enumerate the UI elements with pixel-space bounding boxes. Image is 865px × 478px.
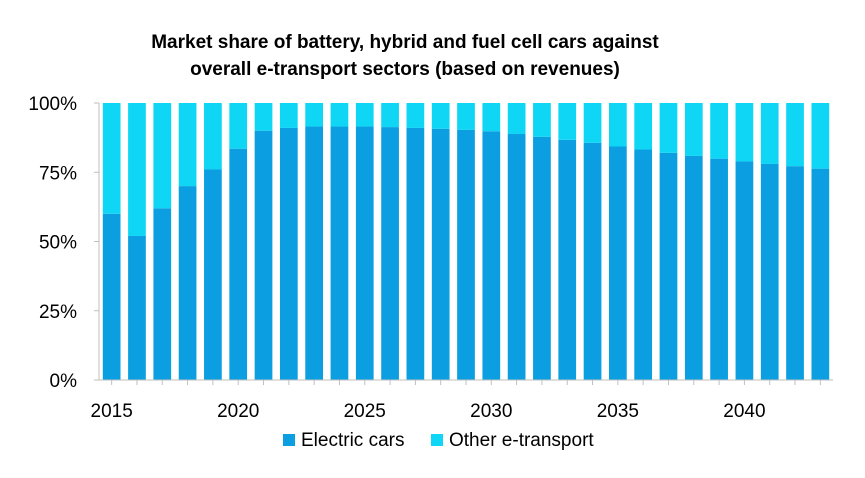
y-tick-label: 50% (39, 233, 77, 254)
bar-other-e-transport-2024 (330, 103, 349, 127)
bar-electric-cars-2016 (128, 235, 146, 380)
bar-other-e-transport-2030 (482, 103, 501, 132)
y-tick-label: 75% (39, 163, 77, 184)
x-axis: 2015 2020 2025 2030 2035 2040 (91, 379, 833, 422)
bar-other-e-transport-2026 (381, 103, 399, 128)
legend-label-electric-cars: Electric cars (301, 430, 404, 451)
bar-electric-cars-2030 (482, 131, 501, 380)
chart-title: Market share of battery, hybrid and fuel… (151, 32, 659, 80)
bar-other-e-transport-2039 (710, 103, 728, 159)
bar-electric-cars-2026 (381, 127, 399, 380)
chart-title-line-2: overall e-transport sectors (based on re… (190, 59, 620, 80)
legend-swatch-other-e-transport (431, 434, 443, 446)
bar-other-e-transport-2019 (204, 103, 222, 170)
bar-series-group (102, 103, 830, 381)
bar-electric-cars-2018 (178, 186, 197, 380)
bar-electric-cars-2040 (735, 161, 754, 380)
bar-electric-cars-2034 (583, 142, 602, 380)
bar-other-e-transport-2042 (786, 103, 804, 167)
bar-other-e-transport-2029 (457, 103, 475, 130)
legend-swatch-electric-cars (283, 434, 295, 446)
bar-electric-cars-2039 (710, 158, 728, 380)
y-tick-label: 25% (39, 302, 77, 323)
y-tick-label: 100% (28, 94, 77, 115)
bar-electric-cars-2019 (204, 169, 222, 380)
bar-other-e-transport-2025 (355, 103, 374, 127)
bar-other-e-transport-2038 (684, 103, 703, 156)
bar-other-e-transport-2031 (507, 103, 526, 135)
bar-other-e-transport-2043 (811, 103, 830, 169)
bar-other-e-transport-2021 (254, 103, 273, 131)
legend: Electric cars Other e-transport (283, 430, 594, 451)
bar-other-e-transport-2017 (153, 103, 172, 209)
bar-other-e-transport-2034 (583, 103, 602, 143)
bar-electric-cars-2037 (659, 152, 678, 380)
bar-electric-cars-2033 (558, 139, 577, 380)
y-axis: 0% 25% 50% 75% 100% (28, 94, 100, 392)
x-tick-label: 2040 (723, 401, 765, 422)
bar-electric-cars-2020 (229, 148, 248, 380)
bar-electric-cars-2043 (811, 168, 830, 380)
bar-other-e-transport-2036 (634, 103, 653, 150)
bar-electric-cars-2022 (279, 127, 298, 381)
bar-electric-cars-2032 (533, 136, 551, 380)
bar-electric-cars-2041 (760, 163, 779, 380)
bar-other-e-transport-2041 (760, 103, 779, 164)
bar-electric-cars-2029 (457, 129, 475, 380)
x-tick-label: 2015 (91, 401, 133, 422)
bar-other-e-transport-2018 (178, 103, 197, 187)
bar-other-e-transport-2037 (659, 103, 678, 153)
bar-other-e-transport-2035 (609, 103, 627, 147)
x-tick-label: 2035 (597, 401, 639, 422)
bar-electric-cars-2035 (609, 146, 627, 380)
chart-title-line-1: Market share of battery, hybrid and fuel… (151, 32, 659, 53)
bar-electric-cars-2038 (684, 155, 703, 380)
bar-electric-cars-2021 (254, 130, 273, 380)
bar-electric-cars-2017 (153, 208, 172, 380)
bar-other-e-transport-2022 (279, 103, 298, 128)
bar-other-e-transport-2033 (558, 103, 577, 140)
bar-other-e-transport-2023 (305, 103, 323, 127)
x-tick-label: 2025 (344, 401, 386, 422)
bar-electric-cars-2027 (406, 127, 425, 381)
bar-other-e-transport-2028 (431, 103, 450, 129)
bar-electric-cars-2031 (507, 134, 526, 380)
bar-electric-cars-2036 (634, 149, 653, 380)
bar-electric-cars-2042 (786, 166, 804, 380)
bar-other-e-transport-2040 (735, 103, 754, 162)
legend-label-other-e-transport: Other e-transport (449, 430, 594, 451)
x-tick-label: 2020 (217, 401, 259, 422)
x-tick-label: 2030 (470, 401, 512, 422)
y-tick-label: 0% (50, 371, 78, 392)
bar-electric-cars-2025 (355, 126, 374, 380)
bar-other-e-transport-2016 (128, 103, 146, 236)
bar-electric-cars-2023 (305, 126, 323, 380)
bar-electric-cars-2024 (330, 126, 349, 380)
bar-other-e-transport-2015 (102, 103, 121, 214)
bar-electric-cars-2028 (431, 128, 450, 380)
bar-other-e-transport-2032 (533, 103, 551, 137)
bar-other-e-transport-2020 (229, 103, 248, 149)
bar-electric-cars-2015 (102, 213, 121, 380)
bar-other-e-transport-2027 (406, 103, 425, 128)
